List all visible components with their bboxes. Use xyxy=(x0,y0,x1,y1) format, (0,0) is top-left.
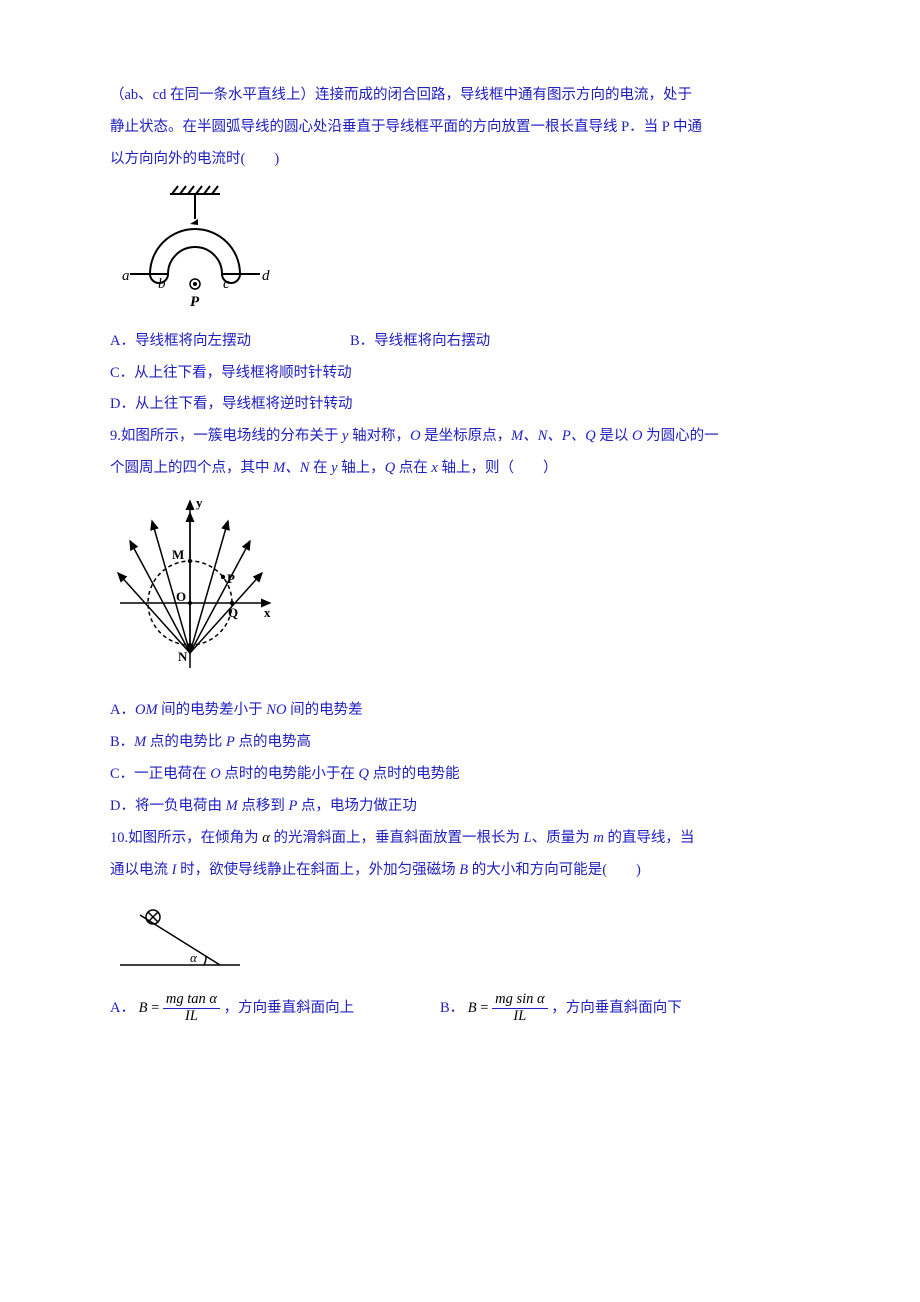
q9-l1-t5: 为圆心的一 xyxy=(643,428,719,444)
q10-a-num: mg tan α xyxy=(163,992,220,1009)
q9-figure: y x M P Q O N xyxy=(110,493,810,683)
q9-l1-o: O xyxy=(410,428,420,444)
q9-l1-mnpq: M、N、P、Q xyxy=(511,428,596,444)
q9-label-q: Q xyxy=(228,605,238,620)
q10-l1-alpha: α xyxy=(262,830,270,846)
q9-c-mid: 点时的电势能小于在 xyxy=(221,766,359,782)
q10-a-eq: = xyxy=(147,1000,162,1016)
q9-label-o: O xyxy=(176,589,186,604)
q8-label-p: P xyxy=(190,294,200,310)
q9-b-m: M xyxy=(134,734,146,750)
q9-d-m: M xyxy=(226,798,238,814)
q8-option-d: D．从上往下看，导线框将逆时针转动 xyxy=(110,389,810,421)
q9-l2-t4: 点在 xyxy=(395,460,431,476)
q9-a-no: NO xyxy=(266,702,286,718)
q10-b-pre: B． xyxy=(440,1000,464,1016)
q8-option-a: A．导线框将向左摆动 xyxy=(110,326,350,358)
q10-l2-t3: 的大小和方向可能是( ) xyxy=(468,862,641,878)
q9-l2-mn: M、N xyxy=(273,460,309,476)
q9-c-q: Q xyxy=(359,766,369,782)
q10-b-B: B xyxy=(468,1000,477,1016)
q9-line1: 9.如图所示，一簇电场线的分布关于 y 轴对称，O 是坐标原点，M、N、P、Q … xyxy=(110,421,810,453)
q10-l1-t2: 的光滑斜面上，垂直斜面放置一根长为 xyxy=(270,830,524,846)
q8-option-row-ab: A．导线框将向左摆动 B．导线框将向右摆动 xyxy=(110,326,810,358)
q9-a-mid: 间的电势差小于 xyxy=(158,702,267,718)
q9-line2: 个圆周上的四个点，其中 M、N 在 y 轴上，Q 点在 x 轴上，则（ ） xyxy=(110,453,810,485)
q9-l2-t5: 轴上，则（ ） xyxy=(438,460,558,476)
q9-option-d: D．将一负电荷由 M 点移到 P 点，电场力做正功 xyxy=(110,791,810,823)
q9-label-xaxis: x xyxy=(264,605,271,620)
q8-label-d: d xyxy=(262,268,270,284)
q8-label-a: a xyxy=(122,268,130,284)
q10-option-row-ab: A． B = mg tan αIL ，方向垂直斜面向上 B． B = mg si… xyxy=(110,992,810,1025)
q9-c-pre: C．一正电荷在 xyxy=(110,766,210,782)
q9-l1-t2: 轴对称， xyxy=(348,428,410,444)
q9-option-b: B．M 点的电势比 P 点的电势高 xyxy=(110,727,810,759)
q9-label-p: P xyxy=(227,571,235,586)
q10-l1-m: m xyxy=(593,830,603,846)
q9-d-mid: 点移到 xyxy=(238,798,289,814)
q10-line1: 10.如图所示，在倾角为 α 的光滑斜面上，垂直斜面放置一根长为 L、质量为 m… xyxy=(110,823,810,855)
q9-label-yaxis: y xyxy=(196,495,203,510)
q9-label-m: M xyxy=(172,547,184,562)
q8-intro-line1: （ab、cd 在同一条水平直线上）连接而成的闭合回路，导线框中通有图示方向的电流… xyxy=(110,80,810,112)
q9-a-pre: A． xyxy=(110,702,135,718)
q9-b-p: P xyxy=(226,734,235,750)
q8-intro-line3: 以方向向外的电流时( ) xyxy=(110,144,810,176)
q10-a-suf: ，方向垂直斜面向上 xyxy=(224,1000,355,1016)
q9-l2-t2: 在 xyxy=(309,460,331,476)
q10-b-suf: ，方向垂直斜面向下 xyxy=(551,1000,682,1016)
q9-d-p: P xyxy=(288,798,297,814)
q8-option-c: C．从上往下看，导线框将顺时针转动 xyxy=(110,358,810,390)
q9-l2-q: Q xyxy=(385,460,395,476)
q9-l1-o2: O xyxy=(632,428,642,444)
q8-figure-svg: a b c d P xyxy=(110,184,275,314)
q10-l1-t1: 10.如图所示，在倾角为 xyxy=(110,830,262,846)
q10-option-a: A． B = mg tan αIL ，方向垂直斜面向上 xyxy=(110,992,440,1025)
q9-label-n: N xyxy=(178,649,188,664)
q9-l1-t4: 是以 xyxy=(596,428,632,444)
q9-d-aft: 点，电场力做正功 xyxy=(297,798,417,814)
q9-c-aft: 点时的电势能 xyxy=(369,766,460,782)
q8-figure: a b c d P xyxy=(110,184,810,314)
q10-l2-t2: 时，欲使导线静止在斜面上，外加匀强磁场 xyxy=(176,862,459,878)
q9-option-c: C．一正电荷在 O 点时的电势能小于在 Q 点时的电势能 xyxy=(110,759,810,791)
q8-intro-line2: 静止状态。在半圆弧导线的圆心处沿垂直于导线框平面的方向放置一根长直导线 P．当 … xyxy=(110,112,810,144)
q9-a-aft: 间的电势差 xyxy=(286,702,362,718)
q9-c-o: O xyxy=(210,766,220,782)
q9-b-pre: B． xyxy=(110,734,134,750)
q10-label-alpha: α xyxy=(190,950,198,965)
q10-b-num: mg sin α xyxy=(492,992,548,1009)
q9-b-mid: 点的电势比 xyxy=(146,734,226,750)
q9-option-a: A．OM 间的电势差小于 NO 间的电势差 xyxy=(110,695,810,727)
q8-label-c: c xyxy=(223,276,230,292)
q9-l1-t1: 9.如图所示，一簇电场线的分布关于 xyxy=(110,428,342,444)
q10-b-den: IL xyxy=(492,1009,548,1025)
q10-option-b: B． B = mg sin αIL ，方向垂直斜面向下 xyxy=(440,992,682,1025)
q10-l1-L: L xyxy=(524,830,532,846)
q9-figure-svg: y x M P Q O N xyxy=(110,493,280,683)
q10-l1-t4: 的直导线，当 xyxy=(604,830,695,846)
q10-l1-t3: 、质量为 xyxy=(532,830,594,846)
q10-figure-svg: α xyxy=(110,900,250,978)
q10-a-den: IL xyxy=(163,1009,220,1025)
q10-line2: 通以电流 I 时，欲使导线静止在斜面上，外加匀强磁场 B 的大小和方向可能是( … xyxy=(110,855,810,887)
q9-d-pre: D．将一负电荷由 xyxy=(110,798,226,814)
q9-l1-t3: 是坐标原点， xyxy=(421,428,512,444)
q10-b-eq: = xyxy=(477,1000,492,1016)
q10-a-pre: A． xyxy=(110,1000,135,1016)
q9-l2-t1: 个圆周上的四个点，其中 xyxy=(110,460,273,476)
q10-l2-B: B xyxy=(459,862,468,878)
q10-l2-t1: 通以电流 xyxy=(110,862,172,878)
q8-label-b: b xyxy=(158,276,166,292)
q9-l2-t3: 轴上， xyxy=(338,460,385,476)
q9-b-aft: 点的电势高 xyxy=(235,734,311,750)
q9-a-om: OM xyxy=(135,702,158,718)
q10-figure: α xyxy=(110,900,810,978)
q8-option-b: B．导线框将向右摆动 xyxy=(350,326,810,358)
